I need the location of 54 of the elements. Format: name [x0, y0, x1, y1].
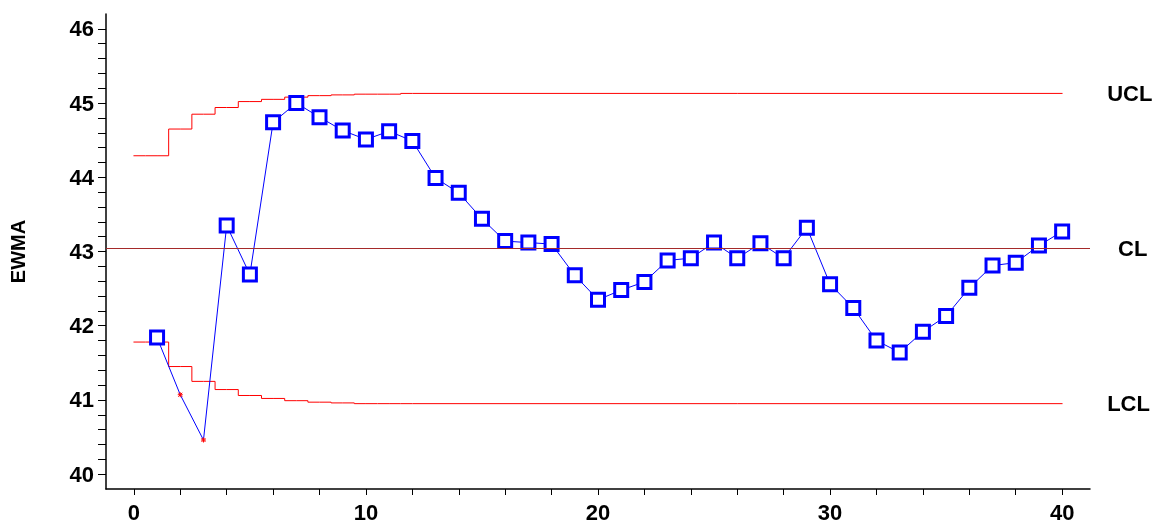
point	[288, 95, 305, 112]
y-tick-label: 43	[69, 239, 94, 264]
point	[381, 123, 398, 140]
point	[543, 236, 560, 253]
x-tick-label: 20	[585, 499, 611, 523]
x-tick-label: 10	[353, 499, 379, 523]
point	[845, 299, 862, 316]
point	[706, 234, 723, 251]
point	[334, 122, 351, 139]
point	[1030, 237, 1047, 254]
point	[984, 257, 1001, 274]
point	[357, 131, 374, 148]
point	[822, 276, 839, 293]
point	[961, 279, 978, 296]
point	[1054, 223, 1071, 240]
point	[636, 273, 653, 290]
point	[450, 184, 467, 201]
y-tick-label: 46	[69, 16, 94, 42]
text: UCL	[1107, 80, 1153, 106]
point	[497, 233, 514, 250]
point	[218, 217, 235, 234]
point	[404, 132, 421, 149]
y-tick-label: 42	[69, 313, 94, 339]
point	[311, 109, 328, 126]
x-tick-label: 0	[127, 499, 140, 523]
point	[798, 219, 815, 236]
x-tick-label: 40	[1049, 499, 1075, 523]
point	[520, 234, 537, 251]
y-axis-title: EWMA	[7, 219, 29, 284]
point	[891, 344, 908, 361]
text: LCL	[1107, 391, 1150, 417]
y-tick-label: 44	[69, 164, 95, 190]
y-tick-label: 45	[69, 90, 94, 116]
point	[868, 332, 885, 349]
y-tick-label: 41	[69, 387, 94, 413]
point	[729, 250, 746, 267]
point	[241, 266, 258, 283]
point	[590, 291, 606, 308]
point	[427, 170, 444, 187]
x-tick-label: 30	[817, 499, 843, 523]
ref-line-label: CL	[1118, 236, 1148, 262]
point	[265, 114, 282, 131]
point	[752, 235, 769, 252]
point	[914, 323, 931, 340]
point	[1007, 254, 1024, 271]
point	[659, 252, 676, 269]
point	[613, 282, 630, 299]
point	[775, 250, 792, 267]
y-tick-label: 40	[69, 461, 94, 487]
point	[149, 329, 166, 346]
point	[473, 210, 490, 227]
point	[682, 250, 699, 267]
point	[566, 267, 583, 284]
point	[938, 308, 955, 325]
